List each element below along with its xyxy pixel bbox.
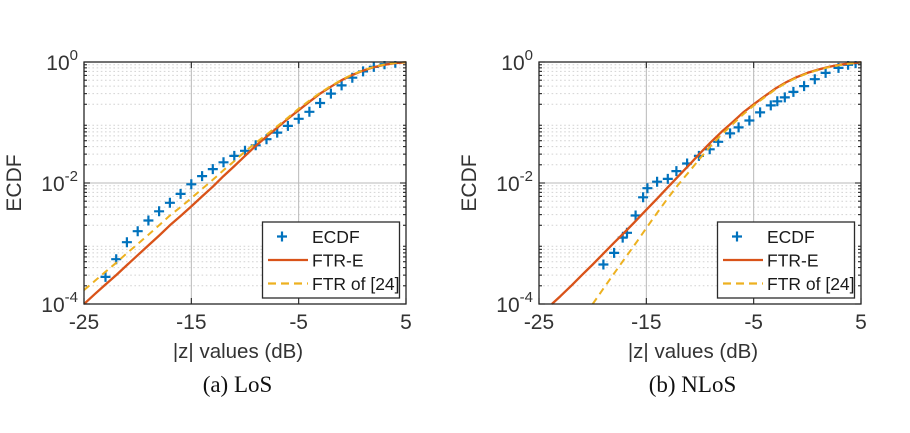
axis-ticks [83, 61, 407, 305]
x-tick-label: -15 [631, 311, 661, 334]
series-layer [551, 61, 861, 305]
legend-marker-ecdf [277, 231, 287, 242]
series-ecdf-markers [598, 61, 861, 270]
legend: ECDF FTR-E FTR of [24] [261, 221, 401, 299]
x-tick-label: -5 [744, 311, 763, 334]
axis-ticks [538, 61, 862, 305]
x-tick-label: -25 [69, 311, 99, 334]
legend-entry-label: ECDF [312, 227, 360, 247]
caption-los: (a) LoS [202, 372, 273, 397]
series-ftr-of-24-line [591, 61, 861, 305]
y-axis-label: ECDF [3, 154, 26, 211]
series-ftr-e-line [551, 61, 861, 305]
y-tick-label: 10-4 [41, 289, 78, 317]
x-tick-label: -15 [176, 311, 206, 334]
legend-entry-label: FTR-E [312, 251, 364, 271]
x-tick-label: 5 [855, 311, 867, 334]
legend-entry-label: ECDF [767, 227, 815, 247]
x-tick-label: -25 [524, 311, 554, 334]
legend-entry-label: FTR of [24] [767, 274, 855, 294]
panel-nlos: -25 -15 -5 5 100 10-2 10-4 |z| values (dB) ECDF E… [455, 0, 910, 433]
y-tick-label: 10-2 [41, 168, 78, 196]
y-axis-label: ECDF [458, 154, 481, 211]
legend: ECDF FTR-E FTR of [24] [716, 221, 856, 299]
legend-entry-label: FTR-E [767, 251, 819, 271]
y-tick-label: 10-2 [496, 168, 533, 196]
y-tick-label: 10-4 [496, 289, 533, 317]
legend-marker-ecdf [732, 231, 742, 242]
x-axis-label: |z| values (dB) [173, 340, 303, 363]
x-tick-label: 5 [400, 311, 412, 334]
series-layer [84, 61, 406, 305]
y-tick-label: 100 [501, 47, 533, 75]
caption-nlos: (b) NLoS [648, 372, 737, 397]
panel-los: -25 -15 -5 5 100 10-2 10-4 |z| values (dB) ECDF E… [3, 47, 412, 397]
legend-entry-label: FTR of [24] [312, 274, 400, 294]
series-ftr-e-line [84, 61, 406, 305]
minor-grid [84, 64, 406, 287]
y-tick-label: 100 [46, 47, 78, 75]
x-tick-label: -5 [289, 311, 308, 334]
x-axis-label: |z| values (dB) [628, 340, 758, 363]
